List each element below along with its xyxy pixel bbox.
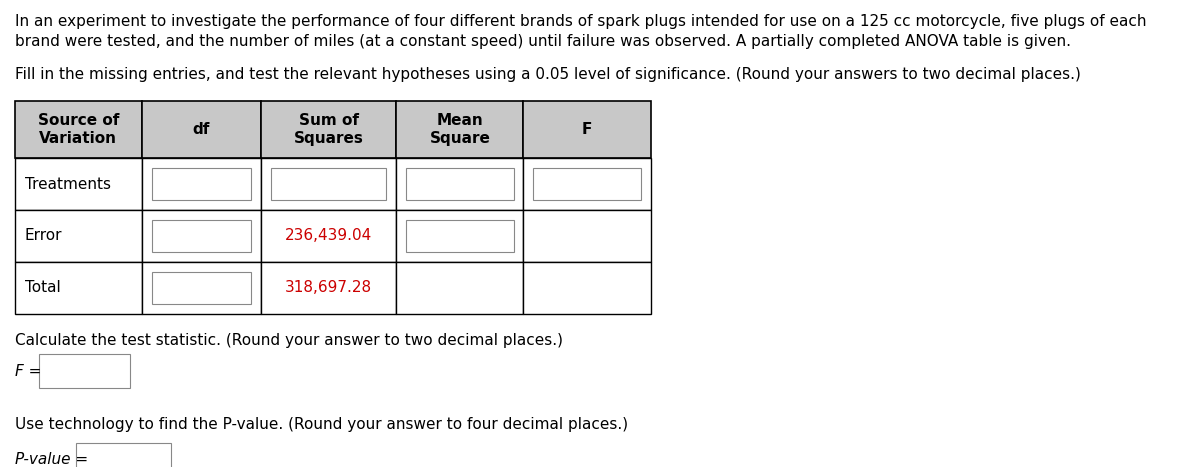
Bar	[151, 220, 251, 252]
Bar	[396, 210, 523, 262]
Bar	[271, 168, 386, 200]
Bar	[523, 210, 650, 262]
Bar	[260, 210, 396, 262]
Bar	[523, 100, 650, 158]
Bar	[14, 210, 142, 262]
Text: P-value =: P-value =	[14, 453, 88, 468]
Bar	[142, 100, 260, 158]
Bar	[406, 168, 514, 200]
Bar	[142, 262, 260, 314]
Bar	[14, 262, 142, 314]
Text: Fill in the missing entries, and test the relevant hypotheses using a 0.05 level: Fill in the missing entries, and test th…	[14, 67, 1081, 82]
Text: Source of
Variation: Source of Variation	[37, 113, 119, 145]
Bar	[14, 100, 142, 158]
Text: 236,439.04: 236,439.04	[284, 228, 372, 243]
Bar	[260, 262, 396, 314]
Text: In an experiment to investigate the performance of four different brands of spar: In an experiment to investigate the perf…	[14, 14, 1146, 29]
Text: Calculate the test statistic. (Round your answer to two decimal places.): Calculate the test statistic. (Round you…	[14, 333, 563, 348]
Bar	[142, 210, 260, 262]
Bar	[260, 100, 396, 158]
Text: F: F	[582, 122, 593, 137]
Bar	[396, 158, 523, 210]
Text: df: df	[193, 122, 210, 137]
Bar	[396, 100, 523, 158]
Bar	[523, 262, 650, 314]
Bar	[40, 355, 130, 388]
Text: Error: Error	[25, 228, 62, 243]
Text: Mean
Square: Mean Square	[430, 113, 491, 145]
Text: Total: Total	[25, 280, 60, 295]
Text: F =: F =	[14, 364, 41, 379]
Bar	[151, 168, 251, 200]
Text: brand were tested, and the number of miles (at a constant speed) until failure w: brand were tested, and the number of mil…	[14, 34, 1070, 49]
Bar	[406, 220, 514, 252]
Bar	[523, 158, 650, 210]
Text: Use technology to find the P-value. (Round your answer to four decimal places.): Use technology to find the P-value. (Rou…	[14, 416, 628, 431]
Bar	[77, 443, 170, 469]
Bar	[142, 158, 260, 210]
Text: Treatments: Treatments	[25, 177, 110, 192]
Bar	[151, 272, 251, 303]
Bar	[260, 158, 396, 210]
Bar	[533, 168, 641, 200]
Bar	[396, 262, 523, 314]
Bar	[14, 158, 142, 210]
Text: 318,697.28: 318,697.28	[286, 280, 372, 295]
Text: Sum of
Squares: Sum of Squares	[294, 113, 364, 145]
